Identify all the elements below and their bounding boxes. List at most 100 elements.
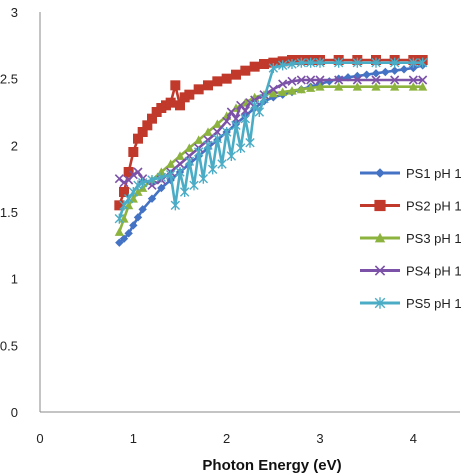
data-point — [221, 126, 232, 138]
data-point — [212, 127, 222, 137]
data-point — [259, 93, 269, 104]
data-point — [170, 80, 181, 91]
data-point — [129, 221, 138, 230]
data-point — [114, 213, 125, 224]
series-lines — [114, 55, 428, 247]
data-point — [287, 58, 297, 70]
data-point — [389, 57, 400, 68]
data-point — [249, 100, 260, 111]
axes — [39, 12, 460, 413]
series-1 — [115, 61, 427, 247]
data-point — [254, 106, 265, 118]
legend-marker — [374, 297, 386, 309]
data-point — [184, 89, 195, 100]
data-point — [371, 69, 381, 78]
legend-marker — [374, 232, 386, 243]
data-point — [306, 75, 316, 85]
y-tick-label: 0.5 — [0, 338, 18, 353]
data-point — [193, 84, 204, 95]
data-point — [305, 57, 316, 68]
data-point — [156, 172, 167, 183]
legend-item: PS5 pH 1 — [360, 296, 462, 311]
data-point — [334, 75, 344, 85]
legend-marker — [374, 265, 386, 276]
data-point — [124, 229, 133, 238]
legend-item: PS3 pH 1 — [360, 231, 462, 246]
data-point — [133, 213, 143, 222]
data-point — [417, 57, 428, 68]
data-point — [287, 86, 297, 95]
data-point — [226, 150, 237, 162]
data-point — [128, 186, 139, 198]
data-point — [381, 67, 390, 77]
x-tick-labels: 0 1 2 3 4 — [36, 431, 417, 446]
legend-label: PS1 pH 1 — [406, 166, 462, 181]
data-point — [175, 100, 185, 111]
data-point — [409, 63, 418, 73]
data-point — [268, 57, 279, 68]
data-point — [240, 65, 251, 76]
y-tick-label: 3 — [11, 5, 18, 20]
legend-item: PS4 pH 1 — [360, 264, 462, 279]
data-point — [315, 57, 325, 68]
data-point — [371, 82, 381, 91]
x-tick-label: 0 — [36, 431, 43, 446]
y-tick-label: 2 — [11, 138, 18, 153]
legend-label: PS3 pH 1 — [406, 231, 462, 246]
data-point — [306, 83, 316, 92]
data-point — [212, 133, 223, 144]
data-point — [245, 137, 255, 148]
data-point — [119, 187, 129, 197]
data-point — [147, 174, 157, 186]
data-point — [231, 120, 241, 131]
y-tick-label: 1 — [11, 272, 18, 287]
data-point — [128, 147, 139, 157]
data-point — [165, 97, 176, 108]
data-point — [212, 76, 223, 87]
x-tick-label: 3 — [316, 431, 323, 446]
data-point — [333, 57, 344, 68]
x-axis-title: Photon Energy (eV) — [202, 457, 341, 474]
data-point — [137, 177, 148, 188]
data-point — [245, 98, 255, 108]
data-point — [334, 74, 343, 83]
data-point — [217, 158, 227, 170]
legend: PS1 pH 1 PS2 pH 1 PS3 pH 1 PS4 pH 1 PS5 pH 1 — [360, 166, 462, 311]
x-tick-label: 1 — [130, 431, 137, 446]
data-point — [296, 57, 307, 68]
data-point — [362, 70, 371, 79]
data-point — [133, 167, 143, 177]
y-tick-label: 1.5 — [0, 205, 18, 220]
data-point — [119, 200, 129, 211]
data-point — [390, 75, 400, 85]
data-point — [408, 82, 418, 91]
data-point — [221, 73, 232, 84]
legend-marker — [374, 199, 386, 212]
legend-label: PS4 pH 1 — [406, 264, 462, 279]
data-point — [114, 227, 124, 236]
data-point — [235, 142, 246, 154]
data-point — [175, 166, 185, 178]
data-point — [222, 116, 232, 126]
data-point — [352, 75, 362, 85]
data-point — [175, 159, 185, 169]
data-point — [138, 205, 147, 214]
x-tick-label: 2 — [223, 431, 230, 446]
data-point — [115, 238, 124, 247]
data-point — [193, 146, 204, 158]
data-point — [268, 84, 278, 94]
data-point — [142, 120, 153, 131]
data-point — [371, 57, 381, 68]
data-point — [147, 113, 157, 124]
data-point — [203, 80, 213, 91]
legend-item: PS2 pH 1 — [360, 199, 462, 214]
data-point — [133, 180, 143, 191]
data-point — [231, 114, 241, 124]
data-point — [165, 169, 176, 180]
data-point — [175, 151, 185, 160]
data-point — [133, 133, 143, 144]
data-point — [170, 200, 181, 211]
data-point — [278, 87, 288, 96]
data-point — [114, 200, 125, 211]
